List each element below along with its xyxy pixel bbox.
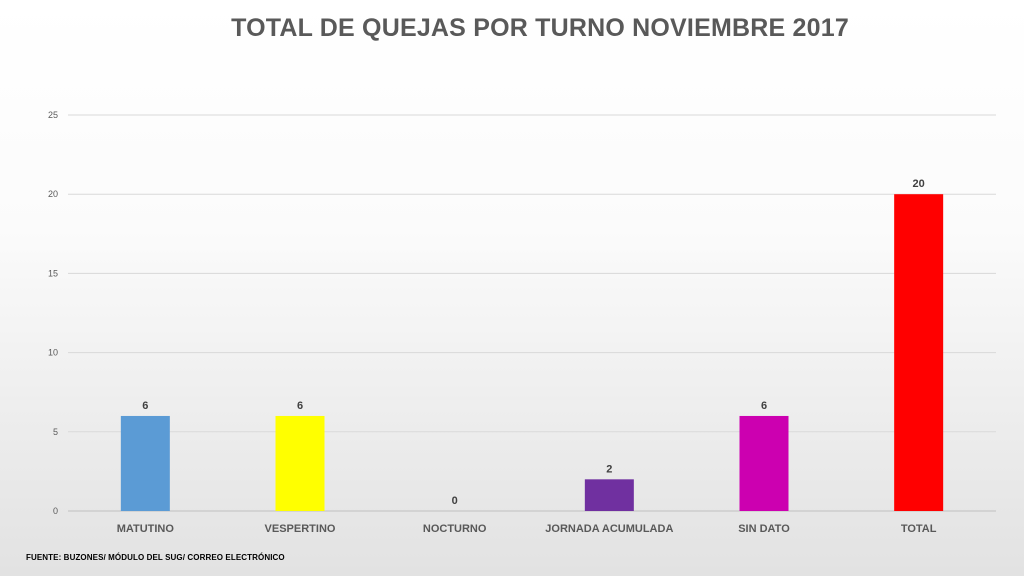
y-tick-label: 25 (48, 110, 58, 120)
chart-title: TOTAL DE QUEJAS POR TURNO NOVIEMBRE 2017 (231, 14, 849, 42)
y-tick-label: 15 (48, 268, 58, 278)
gridlines (68, 114, 996, 512)
x-tick-label: VESPERTINO (265, 523, 336, 535)
bar-total (894, 194, 944, 511)
y-axis-tick-labels: 0 5 10 15 20 25 (48, 110, 58, 516)
x-tick-label: TOTAL (901, 523, 937, 535)
bar-sin-dato (739, 415, 789, 511)
y-tick-label: 5 (53, 427, 58, 437)
data-label: 0 (452, 495, 458, 507)
bar-matutino (120, 415, 170, 511)
source-note: FUENTE: BUZONES/ MÓDULO DEL SUG/ CORREO … (26, 553, 285, 562)
y-tick-label: 20 (48, 189, 58, 199)
data-label: 2 (606, 463, 612, 475)
bar-jornada-acumulada (584, 479, 634, 511)
data-label: 6 (761, 400, 767, 412)
bars (120, 194, 944, 511)
y-tick-label: 0 (53, 506, 58, 516)
x-tick-label: NOCTURNO (423, 523, 487, 535)
data-label: 6 (297, 400, 303, 412)
bar-vespertino (275, 415, 325, 511)
x-tick-label: SIN DATO (738, 523, 790, 535)
data-labels: 6 6 0 2 6 20 (142, 178, 925, 507)
x-axis-category-labels: MATUTINO VESPERTINO NOCTURNO JORNADA ACUMUL… (117, 523, 937, 535)
data-label: 6 (142, 400, 148, 412)
y-tick-label: 10 (48, 348, 58, 358)
x-tick-label: JORNADA ACUMULADA (545, 523, 673, 535)
data-label: 20 (913, 178, 925, 190)
x-tick-label: MATUTINO (117, 523, 175, 535)
